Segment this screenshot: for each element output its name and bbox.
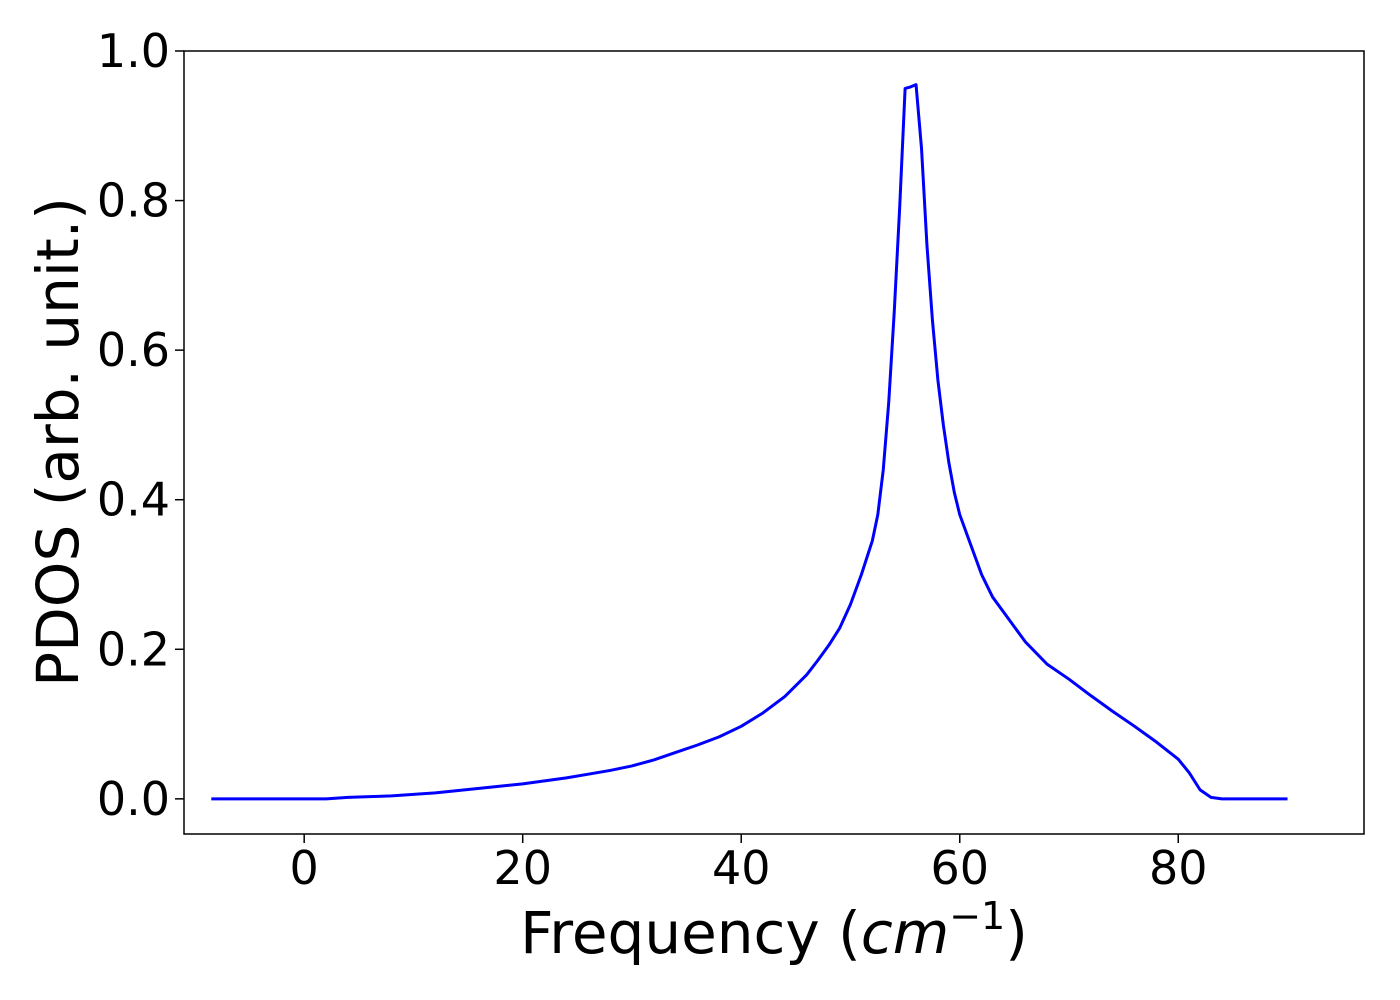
y-tick-label: 0.4: [97, 473, 170, 527]
y-tick-label: 0.0: [97, 772, 170, 826]
y-tick-label: 1.0: [97, 24, 170, 78]
y-axis-label: PDOS (arb. unit.): [24, 197, 92, 687]
y-tick-label: 0.6: [97, 323, 170, 377]
plot-area: [183, 50, 1365, 835]
x-tick-label: 60: [930, 841, 989, 895]
x-axis-label: Frequency (cm−1): [520, 894, 1028, 967]
pdos-series-line: [211, 83, 1288, 801]
x-tick-label: 80: [1149, 841, 1208, 895]
y-axis: 0.0 0.2 0.4 0.6 0.8 1.0: [97, 24, 184, 826]
y-tick-label: 0.2: [97, 622, 170, 676]
x-tick-label: 20: [493, 841, 552, 895]
x-tick-label: 40: [712, 841, 771, 895]
y-tick-label: 0.8: [97, 174, 170, 228]
x-tick-label: 0: [290, 841, 319, 895]
x-axis: 0 20 40 60 80: [290, 834, 1208, 895]
